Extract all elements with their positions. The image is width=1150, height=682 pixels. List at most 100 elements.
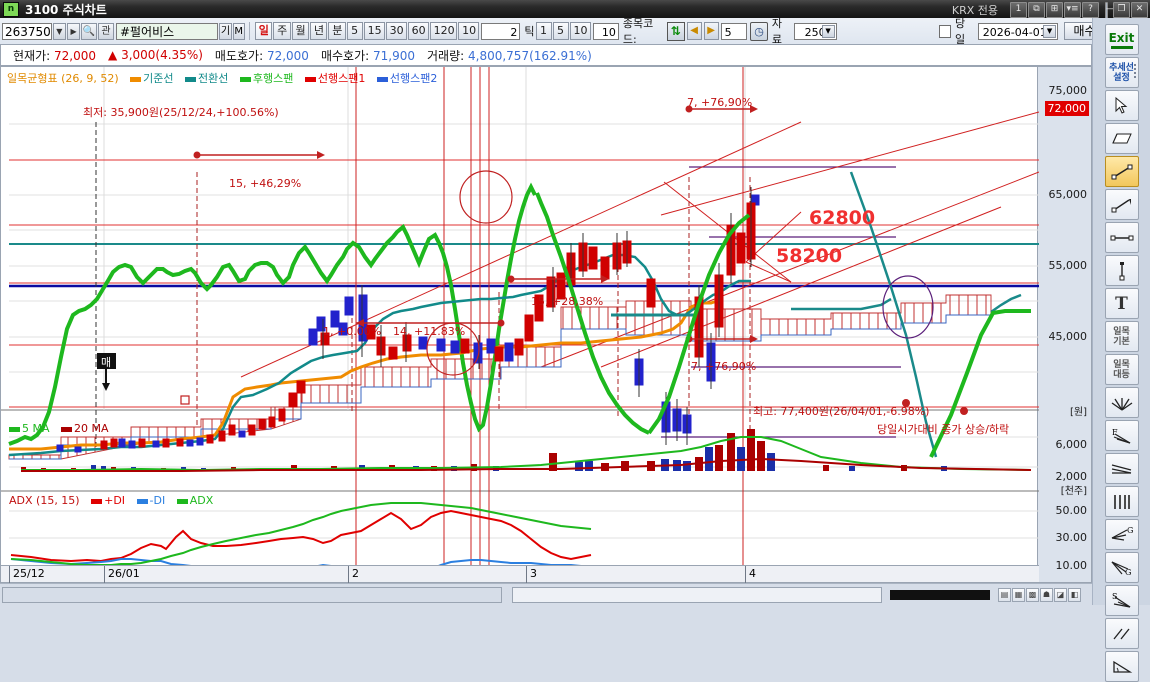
triangle-icon[interactable] (1104, 651, 1139, 682)
refresh-icon[interactable]: ⇅ (666, 21, 685, 41)
gi-flag-icon[interactable]: 기 (219, 22, 232, 40)
status-field-left[interactable] (2, 587, 502, 603)
minute-5-button[interactable]: 5 (346, 22, 363, 40)
status-field-right[interactable] (512, 587, 882, 603)
change-value: 3,000(4.35%) (121, 48, 203, 62)
page-value-input[interactable]: 5 (720, 22, 748, 40)
change-group: ▲ 3,000(4.35%) (108, 48, 203, 62)
minute-30-button[interactable]: 30 (385, 22, 407, 40)
clock-icon[interactable]: ◷ (750, 21, 768, 41)
drag-handle-dots[interactable] (1134, 62, 1142, 78)
minute-60-button[interactable]: 60 (407, 22, 429, 40)
adx-lines (10, 502, 592, 567)
next-page-icon[interactable]: ▶ (703, 22, 719, 40)
legend-senkou1: 선행스팬1 (317, 72, 366, 85)
status-icon-3[interactable]: ▩ (1026, 588, 1039, 602)
trendline-icon[interactable] (1104, 156, 1139, 187)
today-checkbox[interactable] (938, 24, 951, 38)
period-year-button[interactable]: 년 (309, 22, 328, 40)
code-dropdown-icon[interactable]: ▼ (52, 22, 66, 40)
status-icon-2[interactable]: ▦ (1012, 588, 1025, 602)
toolbar-divider (248, 22, 250, 40)
chevron-down-icon[interactable]: ▼ (821, 24, 835, 38)
fibonacci-fan-icon[interactable]: F (1104, 420, 1139, 451)
date-input[interactable]: 2026-04-01 ▼ (977, 22, 1059, 40)
date-tick-0: 25/12 (9, 566, 45, 583)
ichimoku-basic-icon[interactable]: 일목 기본 (1104, 321, 1139, 352)
tick-10-button[interactable]: 10 (569, 22, 591, 40)
exit-label: Exit (1108, 30, 1135, 45)
tick-5-button[interactable]: 5 (552, 22, 569, 40)
text-tool-icon[interactable]: T (1104, 288, 1139, 319)
volume-tick-6000: 6,000 (1055, 438, 1088, 451)
prev-page-icon[interactable]: ◀ (686, 22, 702, 40)
pin-button[interactable]: ⊞ (1046, 2, 1063, 18)
minute-120-button[interactable]: 120 (429, 22, 458, 40)
trend-setting-button[interactable]: 추세선 설정 (1104, 57, 1139, 88)
minute-10-button[interactable]: 10 (458, 22, 480, 40)
workspace-1-button[interactable]: 1 (1010, 2, 1027, 18)
search-icon[interactable]: 🔍 (81, 22, 98, 40)
bottom-status-bar: ▤ ▦ ▩ ☗ ◪ ◧ (0, 583, 1092, 605)
svg-text:G: G (1127, 526, 1133, 535)
period-minute-button[interactable]: 분 (328, 22, 346, 40)
parallel-lines-icon[interactable] (1104, 618, 1139, 649)
code-next-icon[interactable]: ▶ (66, 22, 81, 40)
minute-15-button[interactable]: 15 (363, 22, 385, 40)
date-tick-3: 3 (526, 566, 537, 583)
minute-value-input[interactable]: 2 (481, 22, 521, 40)
speed-lines-icon[interactable]: S (1104, 585, 1139, 616)
tick-value-input[interactable]: 10 (592, 22, 619, 40)
ichimoku-legend: 일목균형표 (26, 9, 52) 기준선 전환선 후행스팬 선행스팬1 선행스… (7, 70, 437, 86)
new-window-button[interactable]: ⧉ (1028, 2, 1045, 18)
date-chevron-down-icon[interactable]: ▼ (1043, 24, 1057, 38)
margin-flag-icon[interactable]: M (232, 22, 245, 40)
status-icon-4[interactable]: ☗ (1040, 588, 1053, 602)
current-price-value: 72,000 (54, 48, 96, 63)
fan-icon[interactable] (1104, 387, 1139, 418)
cursor-icon[interactable] (1104, 90, 1139, 121)
help-button[interactable]: ? (1082, 2, 1099, 18)
stock-code-input[interactable]: 263750 (2, 22, 52, 40)
status-progress-bar (890, 590, 990, 600)
stock-name-input[interactable]: #펄어비스 (115, 22, 219, 40)
arrow-line-icon[interactable] (1104, 189, 1139, 220)
window-title: 3100 주식차트 (25, 2, 107, 17)
close-button[interactable]: ✕ (1131, 2, 1148, 18)
status-icon-5[interactable]: ◪ (1054, 588, 1067, 602)
gann-fan-left-icon[interactable]: G (1104, 519, 1139, 550)
status-icon-6[interactable]: ◧ (1068, 588, 1081, 602)
segment-icon[interactable] (1104, 222, 1139, 253)
eraser-icon[interactable] (1104, 123, 1139, 154)
vertical-bars-icon[interactable] (1104, 486, 1139, 517)
status-icon-1[interactable]: ▤ (998, 588, 1011, 602)
candlesticks (56, 187, 760, 453)
date-tick-1: 26/01 (104, 566, 140, 583)
volume-tick-2000: 2,000 (1055, 470, 1088, 483)
drawing-tool-rail: Exit 추세선 설정 T 일목 기본 일목 대등 F (1092, 18, 1150, 682)
adx-legend: ADX (15, 15) +DI -DI ADX (9, 494, 213, 507)
change-up-arrow-icon: ▲ (108, 48, 118, 62)
period-day-button[interactable]: 일 (254, 22, 273, 40)
parallel-channel-icon[interactable] (1104, 453, 1139, 484)
ichimoku-equal-icon[interactable]: 일목 대등 (1104, 354, 1139, 385)
market-tag: KRX 전용 (951, 4, 998, 17)
period-month-button[interactable]: 월 (291, 22, 309, 40)
chart-plot-area[interactable]: 일목균형표 (26, 9, 52) 기준선 전환선 후행스팬 선행스팬1 선행스… (1, 67, 1039, 583)
menu-button[interactable]: ▾≡ (1064, 2, 1081, 18)
data-count-value: 250 (804, 25, 826, 39)
gann-fan-right-icon[interactable]: G (1104, 552, 1139, 583)
price-tick-45000: 45,000 (1048, 330, 1088, 343)
annotation-range-2: 1, +0.00% (323, 325, 382, 338)
watchlist-button[interactable]: 관 (98, 22, 114, 40)
chart-container[interactable]: 75,000 72,000 65,000 55,000 45,000 [원] 6… (0, 66, 1092, 583)
maximize-button[interactable]: ❐ (1113, 2, 1130, 18)
tick-1-button[interactable]: 1 (535, 22, 552, 40)
data-count-select[interactable]: 250 ▼ (793, 22, 837, 40)
adx-label: ADX (189, 494, 214, 507)
price-chart-svg: 매 (1, 67, 1039, 567)
period-week-button[interactable]: 주 (273, 22, 291, 40)
exit-button[interactable]: Exit (1104, 24, 1139, 55)
exit-underline (1110, 45, 1133, 49)
vertical-line-icon[interactable] (1104, 255, 1139, 286)
